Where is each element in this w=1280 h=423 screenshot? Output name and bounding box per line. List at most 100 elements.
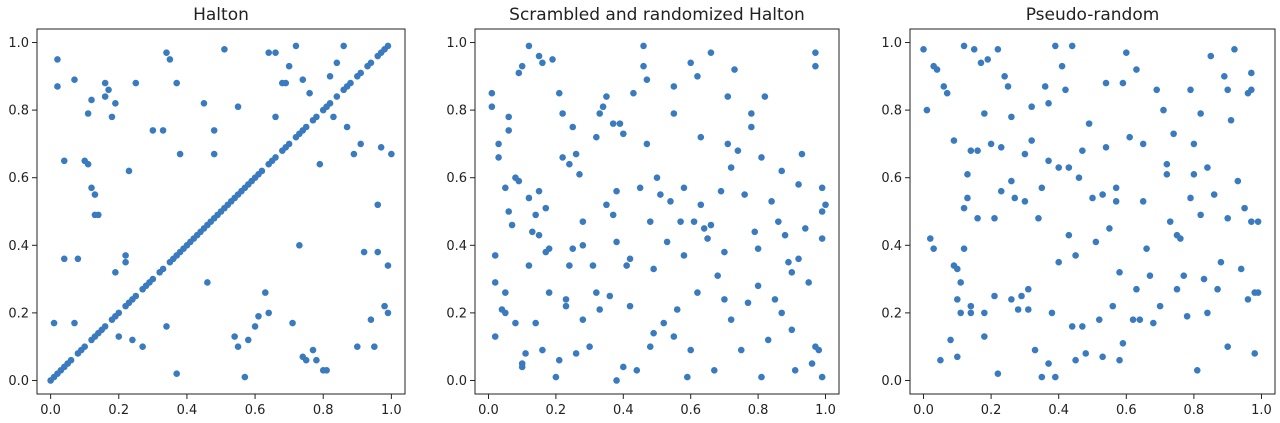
scatter-point [1187, 86, 1194, 94]
scatter-point [122, 258, 129, 266]
scatter-point [566, 262, 573, 269]
scatter-point [606, 292, 614, 300]
scatter-point [350, 150, 358, 158]
scatter-point [707, 221, 715, 229]
scatter-point [771, 296, 779, 303]
scatter-point [1065, 164, 1073, 171]
scatter-point [84, 110, 92, 117]
scatter-point [115, 309, 123, 317]
scatter-point [967, 302, 975, 310]
scatter-point [704, 235, 711, 242]
scatter-point [495, 140, 502, 148]
scatter-point [724, 140, 732, 148]
x-tick-label: 0.2 [981, 403, 1002, 418]
y-tick-label: 0.6 [446, 171, 467, 186]
scatter-point [1234, 177, 1242, 185]
scatter-point [940, 83, 948, 90]
scatter-point [697, 133, 705, 141]
y-tick-label: 0.2 [446, 306, 467, 321]
scatter-point [640, 42, 647, 50]
scatter-point [330, 113, 337, 121]
scatter-point [616, 120, 624, 127]
scatter-point [512, 319, 519, 327]
y-tick-label: 1.0 [446, 36, 467, 51]
scatter-point [1089, 194, 1096, 202]
scatter-point [234, 343, 242, 350]
scatter-point [700, 225, 708, 232]
scatter-point [663, 238, 671, 246]
subplot-2: Scrambled and randomized Halton 0.0 0.2 0.4… [446, 5, 840, 418]
scatter-point [967, 309, 975, 317]
scatter-point [326, 100, 334, 107]
scatter-point [822, 201, 829, 209]
scatter-point [788, 269, 796, 276]
y-tick-label: 0.0 [8, 374, 29, 389]
scatter-point [603, 93, 610, 100]
scatter-point [1038, 184, 1046, 192]
y-tick-label: 0.8 [8, 104, 29, 119]
scatter-point [495, 154, 502, 161]
scatter-point [525, 262, 533, 269]
scatter-point [576, 171, 583, 178]
scatter-point [84, 160, 92, 168]
scatter-point [1160, 106, 1167, 114]
scatter-point [613, 238, 620, 246]
x-tick-label: 0.0 [478, 403, 499, 418]
scatter-point [176, 150, 184, 158]
y-tick-label: 0.4 [446, 239, 467, 254]
scatter-point [1170, 130, 1177, 138]
scatter-point [812, 62, 819, 70]
scatter-point [112, 269, 119, 276]
scatter-point [923, 106, 931, 114]
scatter-point [643, 140, 651, 148]
scatter-point [241, 373, 249, 381]
scatter-point [717, 187, 725, 195]
scatter-point [1024, 285, 1032, 293]
scatter-point [1227, 116, 1235, 124]
scatter-point [677, 218, 684, 225]
scatter-point [542, 204, 550, 212]
scatter-point [1079, 323, 1086, 330]
scatter-point [1187, 194, 1194, 202]
scatter-point [569, 123, 577, 131]
scatter-point [302, 356, 310, 364]
scatter-point [981, 333, 988, 340]
scatter-point [289, 319, 296, 327]
scatter-point [954, 353, 961, 361]
scatter-point [1133, 285, 1140, 293]
scatter-point [515, 69, 523, 77]
x-tick-label: 0.4 [177, 403, 198, 418]
scatter-point [555, 356, 563, 364]
scatter-point [768, 198, 775, 205]
scatter-point [125, 167, 133, 175]
scatter-point [505, 113, 512, 121]
scatter-point [505, 127, 512, 134]
scatter-point [643, 76, 651, 83]
scatter-point [623, 262, 630, 269]
scatter-point [947, 336, 954, 344]
y-tick-label: 1.0 [881, 36, 902, 51]
scatter-point [818, 208, 826, 215]
scatter-point [970, 45, 978, 53]
x-tick-label: 0.6 [1116, 403, 1137, 418]
scatter-point [515, 177, 523, 185]
scatter-point [1217, 258, 1225, 266]
x-tick-label: 0.2 [108, 403, 129, 418]
scatter-point [667, 198, 674, 205]
scatter-point [60, 157, 68, 165]
x-tick-label: 0.8 [313, 403, 334, 418]
scatter-point [210, 127, 218, 134]
scatter-point [991, 214, 998, 222]
scatter-point [1177, 235, 1184, 242]
x-tick-label: 0.6 [245, 403, 266, 418]
scatter-point [1116, 269, 1123, 276]
scatter-point [1041, 83, 1049, 90]
scatter-point [818, 235, 826, 242]
scatter-point [1052, 373, 1059, 381]
scatter-point [791, 367, 799, 374]
subplot-title: Halton [193, 5, 249, 25]
scatter-point [1119, 340, 1127, 347]
y-tick-label: 0.8 [446, 104, 467, 119]
scatter-point [535, 52, 543, 60]
scatter-point [933, 66, 941, 73]
